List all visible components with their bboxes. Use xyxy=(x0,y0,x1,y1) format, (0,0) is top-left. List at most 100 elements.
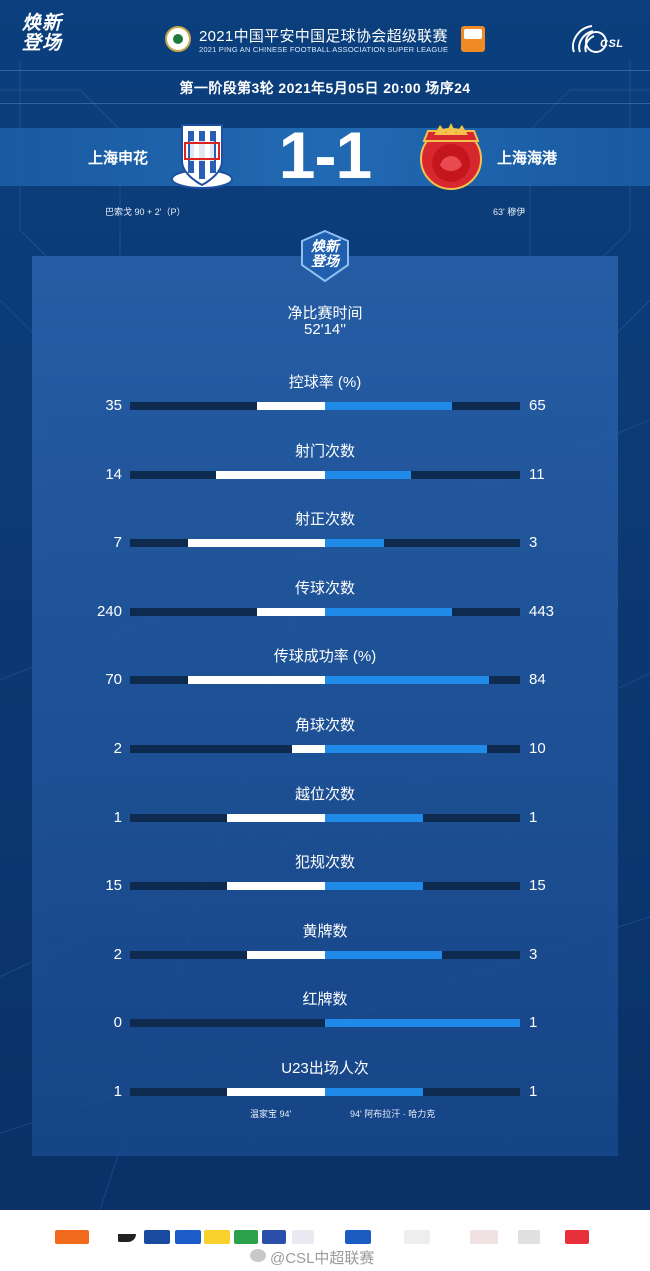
csl-logo-icon xyxy=(572,25,607,53)
stat-row: U23出场人次 1 1 xyxy=(0,1057,650,1117)
match-info: 第一阶段第3轮 2021年5月05日 20:00 场序24 xyxy=(179,80,471,96)
stat-label: 射正次数 xyxy=(294,511,355,528)
stat-label: U23出场人次 xyxy=(281,1060,369,1077)
stat-bar-home xyxy=(188,676,325,684)
stat-bar-away xyxy=(325,608,452,616)
sponsor-pingan-icon xyxy=(55,1230,89,1244)
stat-bar-away xyxy=(325,471,411,479)
stat-bar-home xyxy=(227,814,325,822)
stat-bar-away xyxy=(325,676,489,684)
sponsor-brand-icon xyxy=(262,1230,286,1244)
stat-away-value: 3 xyxy=(529,534,538,551)
cfa-emblem-icon xyxy=(165,26,191,52)
stat-away-value: 3 xyxy=(529,946,538,963)
stat-away-value: 84 xyxy=(529,671,546,688)
badge-line1: 焕新 xyxy=(311,238,339,254)
weibo-icon xyxy=(250,1249,266,1262)
stat-away-value: 1 xyxy=(529,1083,538,1100)
brand-line2: 登场 xyxy=(22,33,63,54)
stat-row: 射门次数 14 11 xyxy=(0,440,650,500)
sponsor-saic-icon xyxy=(144,1230,170,1244)
sponsor-light-icon xyxy=(518,1230,540,1244)
stat-away-value: 1 xyxy=(529,809,538,826)
stat-row: 传球成功率 (%) 70 84 xyxy=(0,645,650,705)
stat-away-value: 10 xyxy=(529,740,546,757)
stat-home-value: 1 xyxy=(113,809,122,826)
stat-home-value: 15 xyxy=(105,877,122,894)
stat-row: 传球次数 240 443 xyxy=(0,577,650,637)
stat-label: 犯规次数 xyxy=(294,854,355,871)
stat-away-value: 443 xyxy=(529,603,555,620)
stat-away-value: 1 xyxy=(529,1014,538,1031)
stat-home-value: 2 xyxy=(113,740,122,757)
stat-bar-away xyxy=(325,814,423,822)
sponsor-dhl-icon xyxy=(204,1230,230,1244)
stat-row: 越位次数 1 1 xyxy=(0,783,650,843)
league-title-en: 2021 PING AN CHINESE FOOTBALL ASSOCIATIO… xyxy=(199,45,449,54)
stat-bar-away xyxy=(325,539,384,547)
stat-bar-away xyxy=(325,1019,520,1027)
sponsor-blue-icon xyxy=(345,1230,371,1244)
stat-home-value: 240 xyxy=(96,603,122,620)
stat-home-value: 1 xyxy=(113,1083,122,1100)
stat-home-value: 0 xyxy=(113,1014,122,1031)
stat-away-value: 65 xyxy=(529,397,546,414)
sponsor-pink-icon xyxy=(470,1230,498,1244)
stat-label: 越位次数 xyxy=(294,786,355,803)
sponsor-green-icon xyxy=(234,1230,258,1244)
badge-text: 焕新 登场 xyxy=(298,239,352,269)
net-time-value: 52'14'' xyxy=(304,321,346,338)
csl-logo-text: CSL xyxy=(600,38,624,50)
brand-logo: 焕新 登场 xyxy=(22,14,74,58)
sponsor-footer xyxy=(0,1210,650,1271)
watermark: @CSL中超联赛 xyxy=(270,1250,375,1267)
stat-bar-home xyxy=(227,1088,325,1096)
stat-label: 射门次数 xyxy=(294,443,355,460)
stat-away-value: 15 xyxy=(529,877,546,894)
score: 1-1 xyxy=(278,118,372,192)
stat-row: 控球率 (%) 35 65 xyxy=(0,371,650,431)
badge-line2: 登场 xyxy=(311,253,339,269)
divider xyxy=(0,103,650,104)
u23-sub-away: 94' 阿布拉汗 · 哈力克 xyxy=(350,1109,436,1119)
home-scorer: 巴索戈 90 + 2'（P） xyxy=(105,207,186,217)
sponsor-asics-icon xyxy=(292,1230,314,1244)
brand-line1: 焕新 xyxy=(22,13,63,34)
u23-sub-home: 温家宝 94' xyxy=(250,1109,292,1119)
away-scorer: 63' 穆伊 xyxy=(493,207,526,217)
shenhua-crest-icon xyxy=(171,124,233,189)
stat-bar-home xyxy=(247,951,325,959)
stat-home-value: 14 xyxy=(105,466,122,483)
stat-bar-away xyxy=(325,745,487,753)
stat-label: 传球成功率 (%) xyxy=(273,648,377,665)
stat-label: 传球次数 xyxy=(294,580,355,597)
stat-label: 黄牌数 xyxy=(302,923,348,940)
stat-bar-home xyxy=(188,539,325,547)
league-title: 2021中国平安中国足球协会超级联赛 xyxy=(199,28,448,45)
stat-row: 角球次数 2 10 xyxy=(0,714,650,774)
stat-bar-home xyxy=(257,402,325,410)
stat-bar-away xyxy=(325,882,423,890)
sponsor-grey-icon xyxy=(404,1230,430,1244)
stat-away-value: 11 xyxy=(529,466,545,483)
pingan-logo-icon xyxy=(461,26,485,52)
stat-label: 红牌数 xyxy=(302,991,348,1008)
stat-bar-home xyxy=(257,608,325,616)
home-team-name: 上海申花 xyxy=(88,150,149,167)
away-team-name: 上海海港 xyxy=(497,150,558,167)
stat-bar-home xyxy=(292,745,325,753)
stat-home-value: 70 xyxy=(105,671,122,688)
stat-home-value: 2 xyxy=(113,946,122,963)
score-band xyxy=(0,128,650,186)
sponsor-shangqi-icon xyxy=(175,1230,201,1244)
sponsor-nike-icon xyxy=(118,1234,136,1242)
stat-row: 犯规次数 15 15 xyxy=(0,851,650,911)
sponsor-konami-icon xyxy=(565,1230,589,1244)
stat-bar-away xyxy=(325,402,452,410)
stat-row: 黄牌数 2 3 xyxy=(0,920,650,980)
stat-label: 角球次数 xyxy=(294,717,355,734)
stat-bar-home xyxy=(216,471,325,479)
stat-home-value: 35 xyxy=(105,397,122,414)
stat-home-value: 7 xyxy=(113,534,122,551)
stat-bar-away xyxy=(325,951,442,959)
